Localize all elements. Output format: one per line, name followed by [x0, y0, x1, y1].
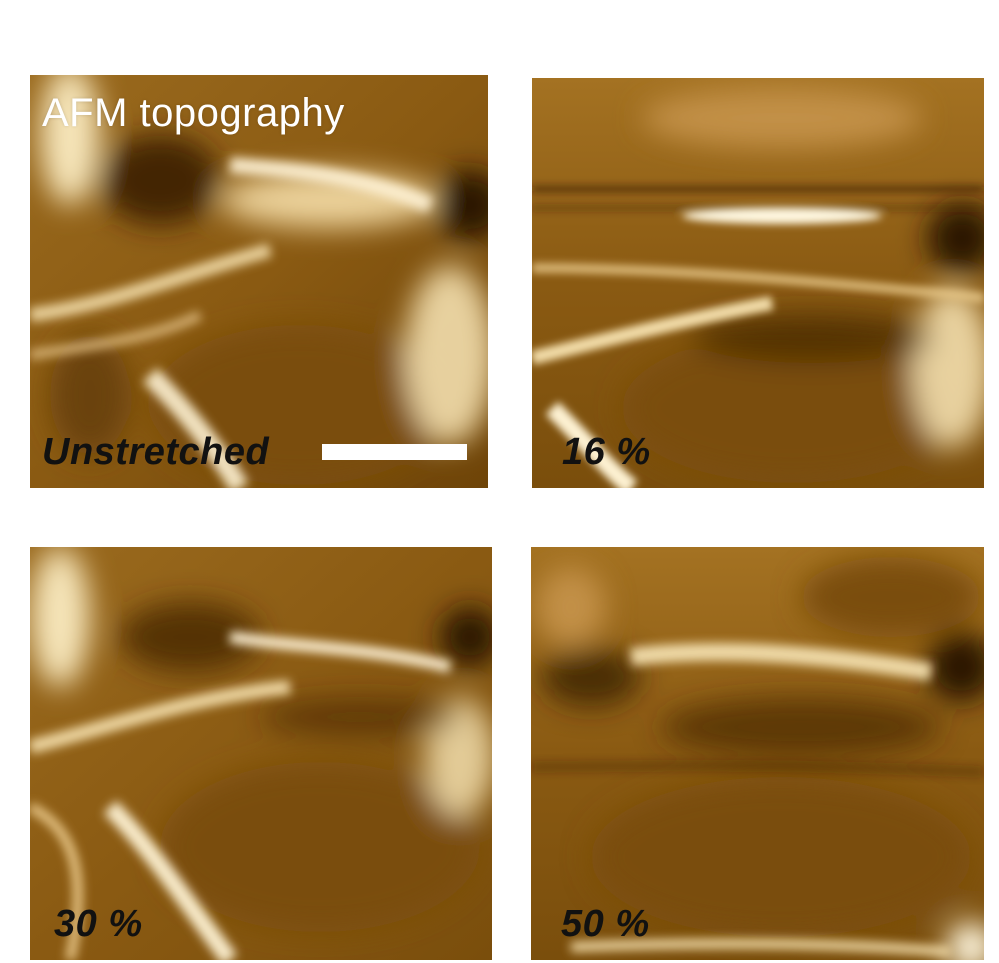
afm-image-16-percent: 16 %	[532, 78, 984, 488]
afm-topography-map	[532, 78, 984, 488]
strain-label-30-percent: 30 %	[54, 903, 143, 945]
afm-topography-label: AFM topography	[42, 91, 345, 135]
scale-bar	[322, 444, 467, 460]
strain-label-unstretched: Unstretched	[42, 431, 270, 473]
afm-topography-map	[30, 547, 492, 960]
afm-topography-map	[30, 75, 488, 488]
strain-label-16-percent: 16 %	[562, 431, 651, 473]
afm-topography-map	[531, 547, 984, 960]
afm-image-30-percent: 30 %	[30, 547, 492, 960]
afm-image-50-percent: 50 %	[531, 547, 984, 960]
strain-label-50-percent: 50 %	[561, 903, 650, 945]
afm-image-unstretched: AFM topography Unstretched	[30, 75, 488, 488]
